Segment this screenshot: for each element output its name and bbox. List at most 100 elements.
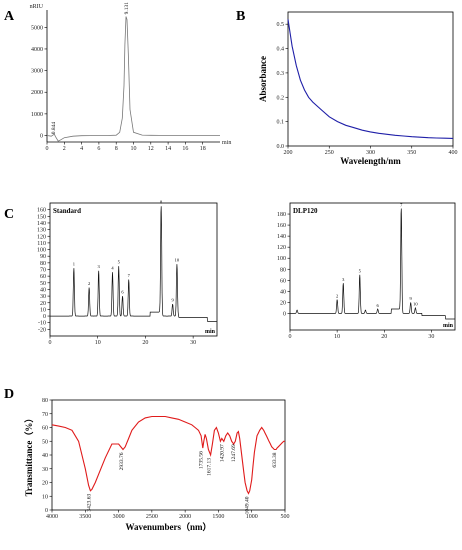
- y-tick-label: 160: [277, 223, 286, 229]
- x-tick-label: 1500: [212, 514, 224, 520]
- y-tick-label: 40: [280, 289, 286, 295]
- y-tick-label: 3000: [31, 69, 43, 75]
- y-tick-label: 130: [37, 228, 46, 234]
- peak-label: 0.844: [51, 122, 57, 135]
- y-tick-label: -20: [38, 327, 46, 333]
- wavenumber-annotation: 1735.56: [199, 451, 205, 469]
- wavenumber-annotation: 1420.97: [220, 444, 226, 462]
- peak-number-label: 3: [98, 264, 101, 269]
- y-tick-label: 100: [277, 256, 286, 262]
- panel-label-b: B: [236, 9, 245, 24]
- dlp120-chromatogram-chart: 0 10 20 30 0 20 40 60 80 100 120 140 160 180 DLP120 min…: [277, 202, 456, 340]
- peak-number-label: 6: [377, 303, 380, 308]
- peak-number-label: 9: [172, 297, 175, 302]
- x-tick-label: 4000: [46, 514, 58, 520]
- y-tick-label: 110: [37, 241, 46, 247]
- y-tick-label: 0.4: [277, 47, 285, 53]
- x-tick-label: 20: [381, 334, 387, 340]
- plot-frame: [51, 399, 286, 511]
- y-tick-label: 30: [40, 294, 46, 300]
- x-tick-label: 4: [80, 146, 83, 152]
- y-tick-label: 0: [40, 134, 43, 140]
- peak-label: 9.131: [124, 2, 130, 15]
- y-tick-label: 60: [40, 274, 46, 280]
- wavenumber-annotation: 1247.69: [231, 444, 237, 462]
- y-tick-label: 0.3: [277, 71, 285, 77]
- y-tick-label: 2000: [31, 90, 43, 96]
- x-tick-label: 400: [449, 150, 458, 156]
- series-line: [51, 415, 285, 495]
- peak-number-label: 2: [88, 281, 90, 286]
- y-tick-label: 80: [42, 398, 48, 404]
- x-tick-label: 10: [334, 334, 340, 340]
- y-tick-label: 20: [280, 300, 286, 306]
- uv-absorbance-chart: 200 250 300 350 400 0.0 0.1 0.2 0.3 0.4 0.5 Wavelen…: [258, 11, 458, 166]
- y-tick-label: 50: [40, 281, 46, 287]
- x-axis-label: Wavelength/nm: [340, 156, 401, 166]
- plot-frame: [289, 202, 456, 331]
- x-tick-label: 2000: [179, 514, 191, 520]
- x-tick-label: 250: [325, 150, 334, 156]
- x-tick-label: 10: [95, 340, 101, 346]
- y-tick-label: 60: [42, 426, 48, 432]
- plot-frame: [287, 11, 454, 147]
- x-tick-label: 18: [200, 146, 206, 152]
- y-tick-label: 160: [37, 208, 46, 214]
- peak-number-label: 5: [118, 260, 121, 265]
- peak-number-label: 7: [128, 273, 131, 278]
- chromatogram-a-chart: 0 2 4 6 8 10 12 14 16 18 0 1000 2000 3000 4000 5000 nRIU…: [30, 2, 232, 152]
- y-tick-label: 0: [45, 508, 48, 514]
- x-tick-label: 6: [97, 146, 100, 152]
- peak-number-label: 10: [413, 302, 418, 307]
- wavenumber-annotation: 1617.13: [207, 458, 213, 476]
- y-axis-label: Absorbance: [258, 56, 268, 102]
- x-tick-label: 0: [46, 146, 49, 152]
- y-tick-label: 120: [37, 234, 46, 240]
- y-tick-label: 80: [40, 261, 46, 267]
- y-tick-label: 60: [280, 278, 286, 284]
- peak-number-label: 5: [359, 269, 362, 274]
- x-axis-unit-label: min: [222, 140, 231, 146]
- series-line: [46, 16, 220, 142]
- wavenumber-annotation: 1049.40: [244, 496, 250, 514]
- x-tick-label: 30: [190, 340, 196, 346]
- x-tick-label: 3000: [113, 514, 125, 520]
- y-tick-label: 70: [40, 268, 46, 274]
- x-tick-label: 12: [148, 146, 154, 152]
- standard-chromatogram-chart: 0 10 20 30-20-10010203040506070809010011012…: [37, 200, 218, 346]
- peak-number-label: 8: [160, 200, 163, 205]
- y-tick-label: 0.0: [277, 144, 285, 150]
- chart-title: DLP120: [293, 207, 318, 215]
- y-tick-label: 0.2: [277, 95, 285, 101]
- x-tick-label: 30: [428, 334, 434, 340]
- x-tick-label: 10: [131, 146, 137, 152]
- ftir-spectrum-chart: 4000 3500 3000 2500 2000 1500 1000 500 0 10 20 30 40…: [24, 398, 290, 532]
- x-tick-label: 300: [366, 150, 375, 156]
- x-tick-label: 2: [63, 146, 66, 152]
- x-tick-label: 350: [407, 150, 416, 156]
- y-tick-label: 70: [42, 412, 48, 418]
- chart-title: Standard: [53, 207, 81, 215]
- y-tick-label: 40: [40, 287, 46, 293]
- x-tick-label: 14: [165, 146, 171, 152]
- x-tick-label: 8: [115, 146, 118, 152]
- peak-number-label: 9: [410, 296, 413, 301]
- y-tick-label: 150: [37, 214, 46, 220]
- y-tick-label: 10: [42, 494, 48, 500]
- y-tick-label: 120: [277, 245, 286, 251]
- series-line: [50, 206, 217, 322]
- x-tick-label: 0: [49, 340, 52, 346]
- y-tick-label: 20: [40, 301, 46, 307]
- x-tick-label: 2500: [146, 514, 158, 520]
- wavenumber-annotation: 3423.63: [86, 494, 92, 512]
- x-axis-unit-label: min: [443, 323, 454, 329]
- peak-number-label: 4: [111, 266, 114, 271]
- x-axis-unit-label: min: [205, 329, 216, 335]
- y-tick-label: 50: [42, 439, 48, 445]
- x-tick-label: 200: [284, 150, 293, 156]
- y-tick-label: 0.1: [277, 120, 285, 126]
- x-tick-label: 0: [289, 334, 292, 340]
- y-tick-label: 1000: [31, 112, 43, 118]
- x-tick-label: 1000: [246, 514, 258, 520]
